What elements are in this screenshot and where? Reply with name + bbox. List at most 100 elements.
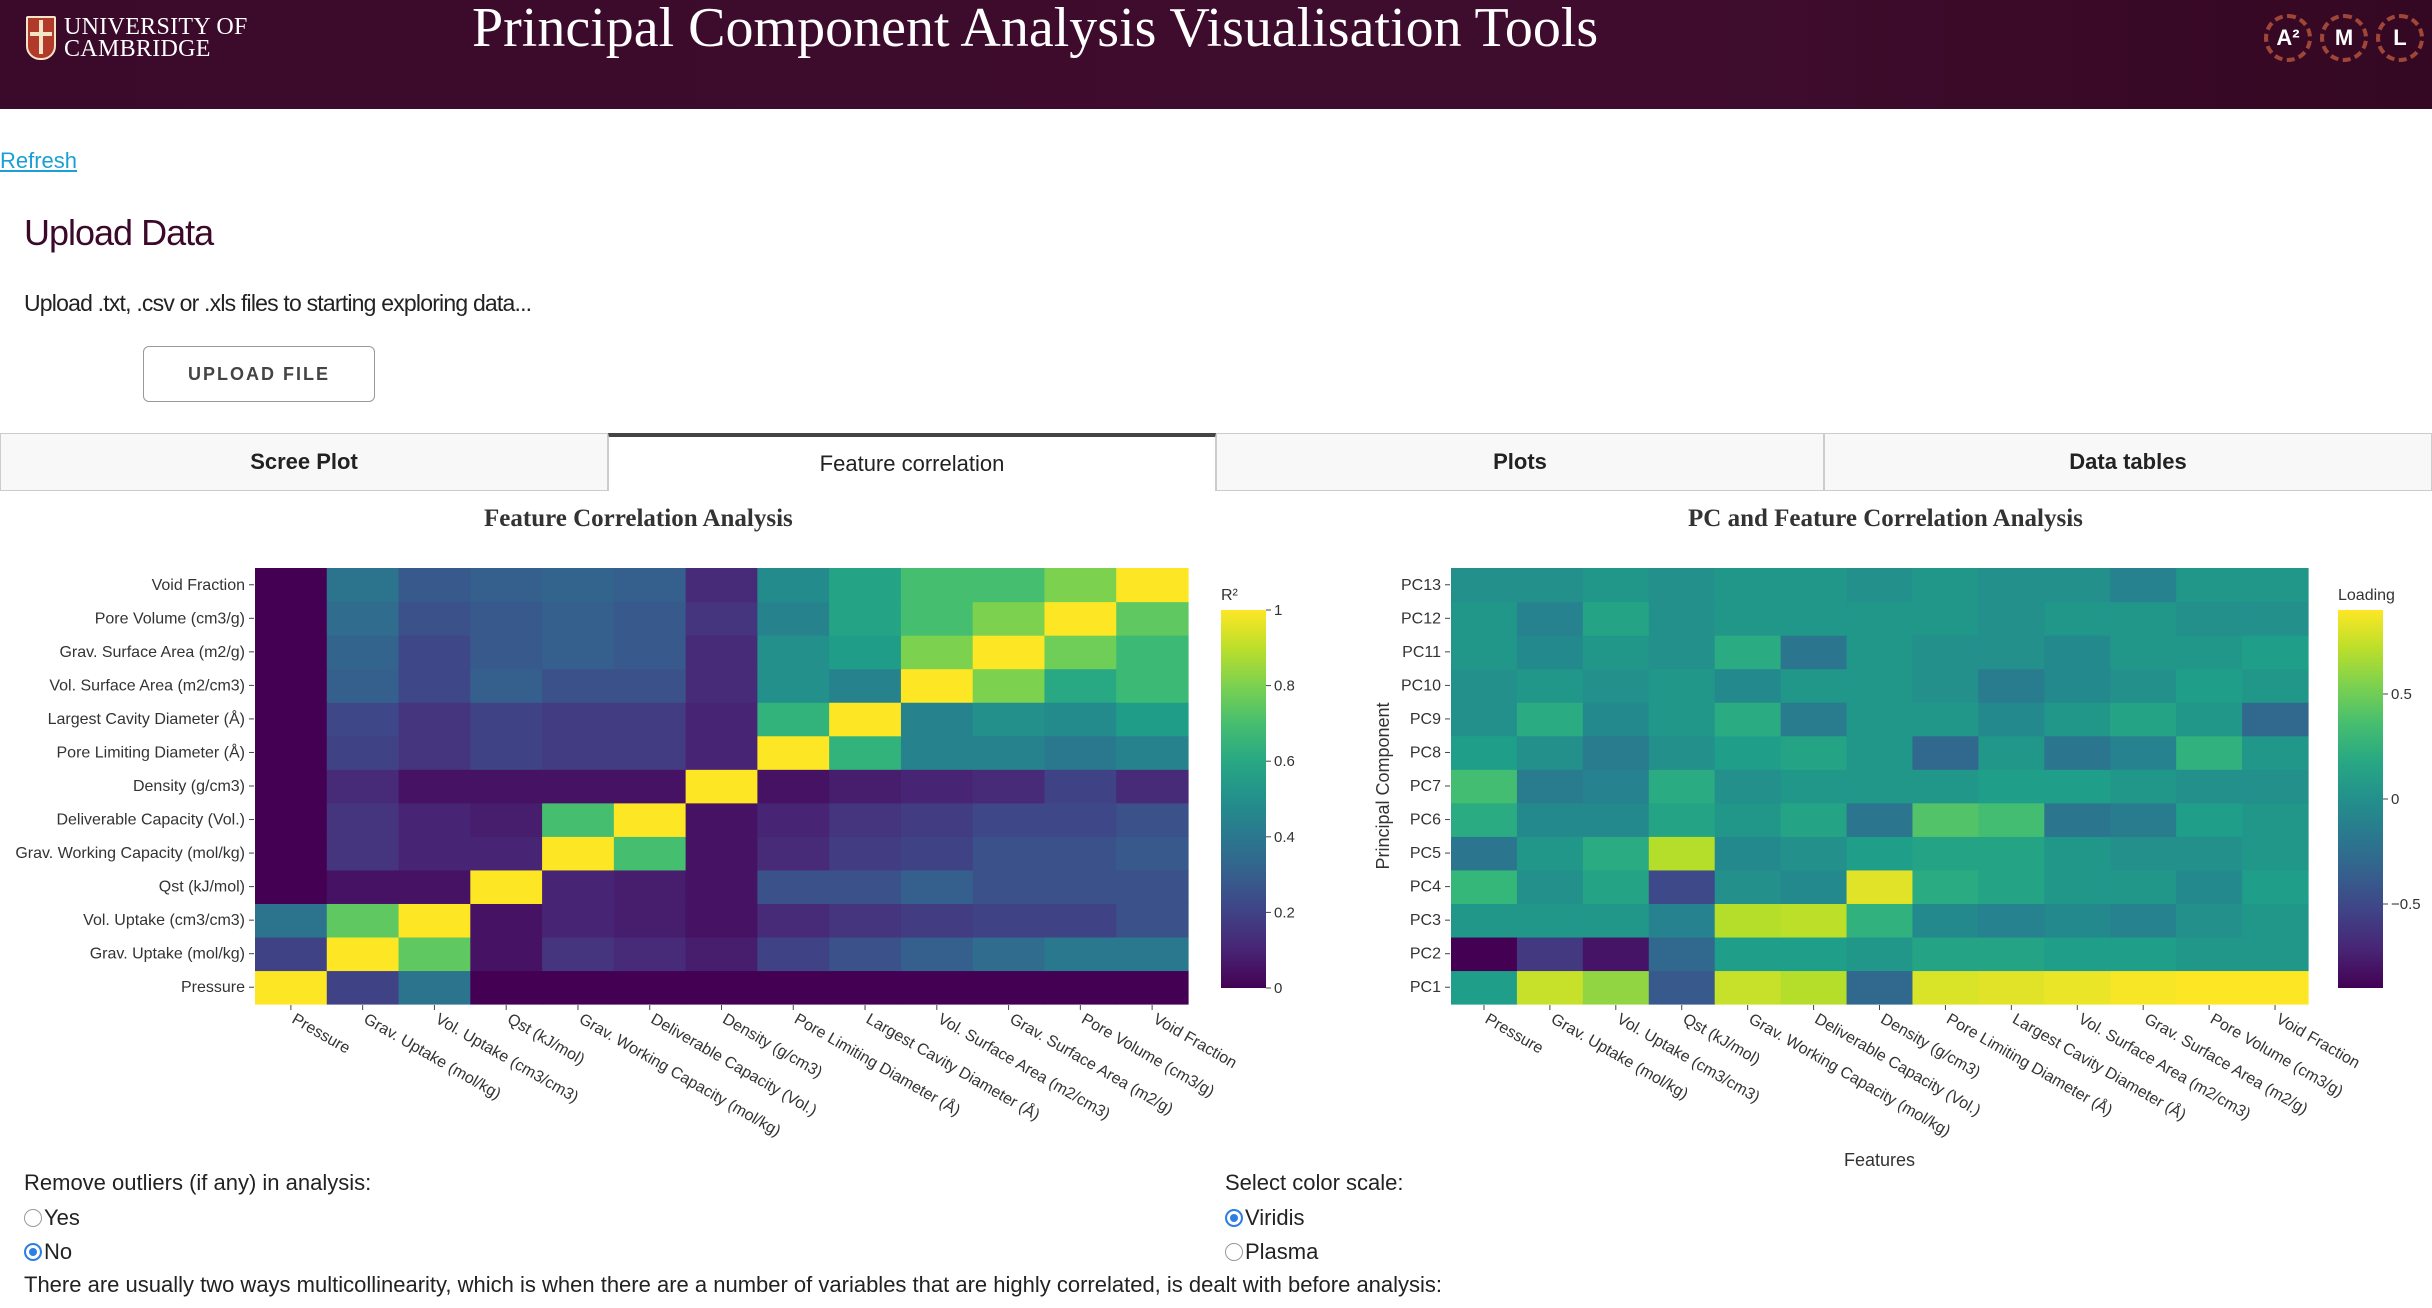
radio-plasma[interactable] (1225, 1243, 1243, 1261)
university-logo[interactable]: UNIVERSITY OF CAMBRIDGE (26, 15, 248, 62)
heatmap-cell (829, 769, 902, 804)
heatmap-cell (1912, 568, 1979, 603)
heatmap-cell (1846, 668, 1914, 703)
heatmap-cell (2176, 802, 2243, 837)
heatmap-cell (757, 903, 830, 938)
y-tick-label: PC5 (1410, 845, 1441, 862)
pc-feature-correlation-heatmap[interactable]: PC1 PC2 PC3 PC4 PC5 PC6 PC7 PC8 PC9 PC10 PC11 PC12 P… (1340, 540, 2432, 1180)
heatmap-cell (1044, 936, 1117, 972)
heatmap-cell (972, 601, 1046, 636)
heatmap-cell (470, 702, 543, 737)
tab-feature-correlation[interactable]: Feature correlation (608, 433, 1216, 491)
heatmap-cell (542, 836, 615, 871)
heatmap-cell (1116, 735, 1189, 770)
heatmap-cell (757, 702, 830, 737)
chart-title-pc-correlation: PC and Feature Correlation Analysis (1688, 505, 2083, 532)
heatmap-cell (2044, 802, 2111, 837)
radio-no[interactable] (24, 1243, 42, 1261)
heatmap-cell (757, 869, 830, 904)
y-tick-label: PC7 (1410, 778, 1441, 795)
heatmap-cell (1451, 635, 1518, 670)
heatmap-cell (542, 769, 615, 804)
heatmap-cell (326, 769, 400, 804)
tab-scree-plot[interactable]: Scree Plot (0, 433, 608, 491)
upload-file-button[interactable]: UPLOAD FILE (143, 346, 375, 402)
heatmap-cell (1846, 635, 1914, 670)
heatmap-cell (2176, 970, 2243, 1005)
outliers-yes-option[interactable]: Yes (24, 1205, 80, 1231)
heatmap-cell (613, 802, 687, 837)
heatmap-cell (1044, 735, 1117, 770)
y-tick-label: Grav. Surface Area (m2/g) (59, 644, 245, 661)
heatmap-cell (1582, 769, 1650, 804)
heatmap-cell (542, 802, 615, 837)
y-tick-label: PC6 (1410, 812, 1441, 829)
tab-data-tables[interactable]: Data tables (1824, 433, 2432, 491)
heatmap-cell (1648, 903, 1716, 938)
heatmap-cell (1978, 668, 2045, 703)
heatmap-cell (2176, 668, 2243, 703)
heatmap-cell (326, 869, 400, 904)
heatmap-cell (398, 970, 471, 1005)
heatmap-cell (2176, 769, 2243, 804)
heatmap-cell (326, 702, 400, 737)
heatmap-cell (1648, 936, 1716, 972)
heatmap-cell (613, 702, 687, 737)
heatmap-cell (2110, 869, 2177, 904)
y-tick-label: Pressure (181, 979, 245, 996)
heatmap-cell (1780, 869, 1848, 904)
y-tick-label: PC4 (1410, 879, 1441, 896)
lab-logo-letter: L (2376, 14, 2424, 62)
heatmap-cell (685, 702, 758, 737)
heatmap-cell (398, 936, 471, 972)
outliers-no-option[interactable]: No (24, 1239, 72, 1265)
heatmap-cell (1714, 668, 1782, 703)
heatmap-cell (1978, 702, 2045, 737)
heatmap-cell (829, 903, 902, 938)
heatmap-cell (1846, 702, 1914, 737)
upload-heading: Upload Data (24, 212, 214, 253)
heatmap-cell (2176, 601, 2243, 636)
refresh-link[interactable]: Refresh (0, 148, 78, 173)
university-line-2: CAMBRIDGE (64, 36, 211, 62)
heatmap-cell (1116, 568, 1189, 603)
heatmap-cell (1116, 702, 1189, 737)
color-plasma-option[interactable]: Plasma (1225, 1239, 1318, 1265)
tab-plots[interactable]: Plots (1216, 433, 1824, 491)
heatmap-cell (1978, 903, 2045, 938)
y-tick-label: PC9 (1410, 711, 1441, 728)
radio-viridis[interactable] (1225, 1209, 1243, 1227)
heatmap-cell (1451, 601, 1518, 636)
heatmap-cell (829, 802, 902, 837)
colorbar-tick-label: 0 (2391, 791, 2399, 808)
heatmap-cell (685, 936, 758, 972)
lab-logo[interactable]: A² M L (2264, 6, 2424, 62)
heatmap-cell (1912, 970, 1979, 1005)
heatmap-cell (972, 635, 1046, 670)
heatmap-cell (398, 802, 471, 837)
heatmap-cell (900, 668, 974, 703)
heatmap-cell (613, 735, 687, 770)
radio-yes[interactable] (24, 1209, 42, 1227)
heatmap-cell (829, 936, 902, 972)
heatmap-cell (685, 903, 758, 938)
heatmap-cell (255, 702, 328, 737)
heatmap-cell (255, 802, 328, 837)
y-tick-label: PC8 (1410, 744, 1441, 761)
heatmap-cell (1780, 802, 1848, 837)
color-viridis-option[interactable]: Viridis (1225, 1205, 1305, 1231)
heatmap-cell (2176, 702, 2243, 737)
heatmap-cell (470, 668, 543, 703)
heatmap-cell (542, 635, 615, 670)
heatmap-cell (685, 568, 758, 603)
heatmap-cell (1451, 568, 1518, 603)
heatmap-cell (2110, 769, 2177, 804)
heatmap-cell (1451, 702, 1518, 737)
heatmap-cell (2176, 635, 2243, 670)
x-tick-label: Pressure (1482, 1011, 1546, 1058)
y-tick-label: Pore Volume (cm3/g) (95, 610, 245, 627)
heatmap-cell (829, 970, 902, 1005)
heatmap-cell (398, 702, 471, 737)
feature-correlation-heatmap[interactable]: Pressure Grav. Uptake (mol/kg) Vol. Uptake… (0, 540, 1300, 1150)
heatmap-cell (470, 802, 543, 837)
